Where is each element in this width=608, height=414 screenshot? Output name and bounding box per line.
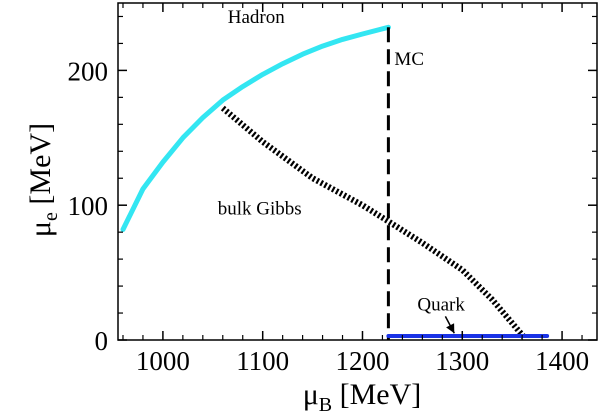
x-axis-subscript: B [319,394,332,414]
label-bulk-gibbs: bulk Gibbs [218,199,302,220]
y-tick-label: 200 [68,56,109,86]
quark-arrow-head [446,323,455,334]
x-tick-label: 1200 [335,346,389,376]
y-axis-unit: [MeV] [24,123,57,212]
x-axis-title: μB [MeV] [303,378,422,414]
label-hadron: Hadron [228,7,285,28]
plot-lines [120,24,550,340]
axes-frame [117,2,598,341]
tick-layer: 1000 1100 1200 1300 1400 0 100 200 [68,3,597,376]
label-quark: Quark [417,294,465,315]
series-hadron-line [120,24,391,232]
x-tick-label: 1400 [535,346,589,376]
y-axis-title: μe [MeV] [24,123,62,237]
y-tick-label: 0 [95,326,109,356]
plot-frame [117,2,598,341]
x-tick-label: 1100 [236,346,289,376]
x-axis-unit: [MeV] [332,378,421,411]
y-axis-symbol: μ [24,221,57,237]
x-tick-label: 1300 [435,346,489,376]
y-axis-subscript: e [40,212,62,221]
x-axis-symbol: μ [303,378,319,411]
x-tick-label: 1000 [136,346,190,376]
annotation-layer: Hadron MC bulk Gibbs Quark [218,7,465,334]
series-bulk-gibbs-line [220,105,527,340]
label-mc: MC [394,49,424,70]
y-tick-label: 100 [68,191,109,221]
